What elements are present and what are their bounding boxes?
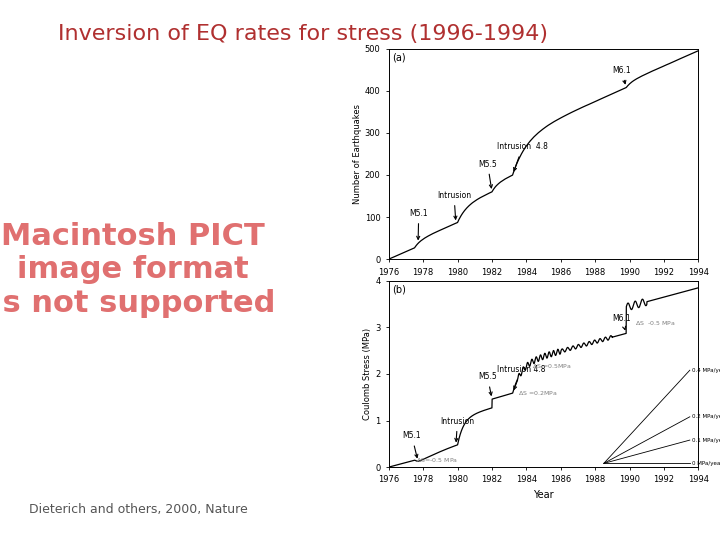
Text: $\Delta$S =0.2MPa: $\Delta$S =0.2MPa [518, 389, 557, 397]
Text: Intrusion: Intrusion [437, 191, 471, 219]
Y-axis label: Number of Earthquakes: Number of Earthquakes [353, 104, 362, 204]
Text: Inversion of EQ rates for stress (1996-1994): Inversion of EQ rates for stress (1996-1… [58, 24, 548, 44]
Text: Intrusion  4.8: Intrusion 4.8 [497, 143, 548, 171]
Text: (a): (a) [392, 53, 405, 63]
Text: Dieterich and others, 2000, Nature: Dieterich and others, 2000, Nature [29, 503, 248, 516]
Text: 0.2 MPa/year: 0.2 MPa/year [691, 414, 720, 419]
Text: Intrusion: Intrusion [441, 417, 474, 441]
Text: M5.1: M5.1 [410, 209, 428, 239]
Text: M6.1: M6.1 [613, 66, 631, 84]
Text: $\Delta$S  -0.5 MPa: $\Delta$S -0.5 MPa [635, 319, 675, 327]
X-axis label: Year: Year [534, 490, 554, 500]
Text: $\Delta$S =0.5MPa: $\Delta$S =0.5MPa [531, 362, 572, 370]
Text: 0 MPa/year: 0 MPa/year [691, 461, 720, 466]
Text: M5.5: M5.5 [478, 373, 497, 395]
Text: $\Delta$S=-0.5 MPa: $\Delta$S=-0.5 MPa [416, 456, 459, 463]
Text: Intrusion 4.8: Intrusion 4.8 [497, 366, 546, 389]
Text: 0.4 MPa/year: 0.4 MPa/year [691, 368, 720, 373]
X-axis label: Year: Year [534, 282, 554, 292]
Text: M5.1: M5.1 [402, 431, 421, 457]
Text: (b): (b) [392, 285, 406, 294]
Text: M5.5: M5.5 [478, 160, 497, 188]
Text: Macintosh PICT
image format
is not supported: Macintosh PICT image format is not suppo… [0, 222, 275, 318]
Text: M6.1: M6.1 [613, 314, 631, 329]
Text: 0.1 MPa/year: 0.1 MPa/year [691, 437, 720, 443]
Y-axis label: Coulomb Stress (MPa): Coulomb Stress (MPa) [364, 328, 372, 420]
